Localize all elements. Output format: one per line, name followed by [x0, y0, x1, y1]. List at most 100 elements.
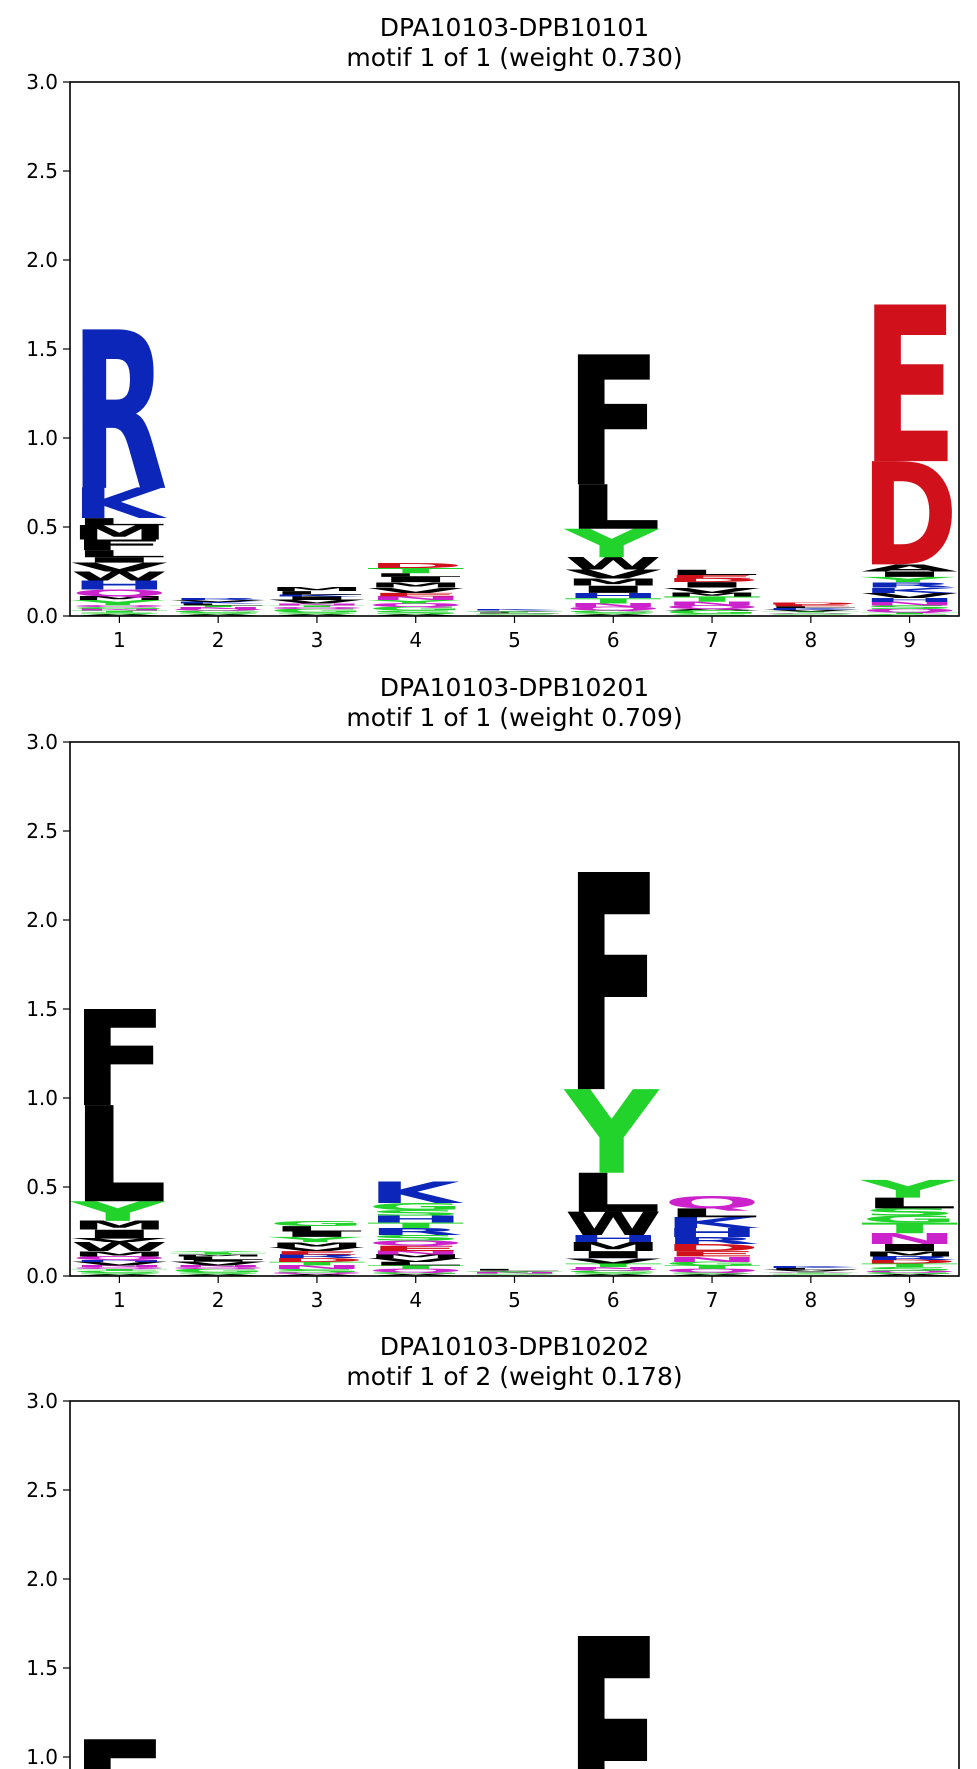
- logo-letter-g: G: [367, 606, 464, 612]
- logo-letter-g: G: [466, 1273, 563, 1274]
- logo-letter-n: N: [664, 601, 761, 607]
- y-tick-label: 1.0: [26, 426, 58, 450]
- logo-letter-l: L: [664, 568, 761, 577]
- y-tick-label: 2.5: [26, 819, 58, 843]
- logo-letter-q: Q: [565, 606, 662, 612]
- y-tick-label: 2.0: [26, 248, 58, 272]
- x-tick-label: 9: [903, 1288, 916, 1312]
- logo-letter-k: K: [762, 1266, 860, 1269]
- logo-letter-d: D: [861, 433, 958, 598]
- y-tick-label: 0.5: [26, 1175, 58, 1199]
- logo-letter-e: E: [762, 604, 859, 607]
- logo-letter-t: T: [71, 610, 168, 613]
- logo-letter-i: I: [861, 1242, 958, 1253]
- logo-letter-q: Q: [269, 1272, 366, 1275]
- logo-letter-t: T: [664, 1264, 761, 1270]
- logo-letter-r: R: [367, 1226, 464, 1237]
- x-tick-label: 4: [409, 628, 422, 652]
- logo-letter-n: N: [269, 603, 366, 606]
- logo-letter-l: L: [664, 1206, 761, 1220]
- logo-letter-f: F: [565, 1579, 662, 1769]
- logo-letter-h: H: [664, 1226, 761, 1240]
- logo-letter-m: M: [71, 596, 168, 602]
- logo-letter-s: S: [466, 614, 563, 615]
- logo-letter-w: W: [565, 1206, 662, 1243]
- chart-title: DPA10103-DPB10201: [380, 673, 649, 702]
- logo-letter-g: G: [269, 1219, 366, 1228]
- logo-letter-t: T: [367, 1221, 464, 1230]
- x-tick-label: 2: [212, 1288, 225, 1312]
- logo-letter-d: D: [269, 1257, 366, 1263]
- logo-letter-t: T: [269, 1261, 366, 1267]
- logo-letter-y: Y: [563, 1067, 660, 1200]
- logo-letter-y: Y: [366, 599, 462, 605]
- logo-letter-t: T: [170, 1252, 267, 1255]
- logo-letter-v: V: [170, 599, 267, 602]
- logo-letter-f: F: [565, 319, 662, 526]
- y-tick-label: 0.5: [26, 515, 58, 539]
- logo-letter-k: K: [367, 1176, 465, 1210]
- logo-letter-q: Q: [861, 608, 958, 614]
- logo-letter-m: M: [367, 581, 464, 589]
- logo-letter-t: T: [762, 611, 859, 612]
- x-tick-label: 6: [607, 1288, 620, 1312]
- logo-letter-q: Q: [71, 1255, 168, 1261]
- x-tick-label: 7: [706, 1288, 719, 1312]
- logo-letter-e: E: [367, 1244, 464, 1253]
- logo-letter-t: T: [565, 1263, 662, 1269]
- logo-letter-m: M: [269, 1241, 366, 1249]
- logo-letter-q: Q: [664, 1193, 761, 1213]
- chart-title: DPA10103-DPB10101: [380, 13, 649, 42]
- logo-letter-a: A: [367, 614, 464, 617]
- logo-letter-n: N: [170, 607, 267, 610]
- logo-letter-t: T: [861, 1263, 958, 1269]
- logo-letter-l: L: [170, 1255, 267, 1261]
- x-tick-label: 4: [409, 1288, 422, 1312]
- logo-letter-q: Q: [367, 1239, 464, 1248]
- logo-letter-r: R: [170, 598, 267, 601]
- logo-letter-f: F: [71, 984, 168, 1137]
- x-tick-label: 3: [311, 1288, 324, 1312]
- logo-letter-a: A: [565, 614, 662, 617]
- logo-letter-l: L: [367, 572, 464, 578]
- logo-letter-g: G: [861, 1272, 958, 1275]
- logo-letter-m: M: [269, 587, 366, 593]
- logo-letter-e: E: [269, 1250, 366, 1256]
- logo-letter-s: S: [861, 1207, 958, 1218]
- logo-letter-l: L: [861, 1195, 958, 1212]
- logo-letter-i: I: [269, 1230, 366, 1239]
- logo-letter-n: N: [861, 1231, 958, 1248]
- chart-subtitle: motif 1 of 1 (weight 0.709): [346, 703, 682, 732]
- logo-letter-i: I: [565, 1249, 662, 1260]
- logo-letter-k: K: [762, 608, 860, 611]
- logo-letter-s: S: [664, 1272, 761, 1275]
- logo-letter-n: N: [565, 603, 662, 609]
- logo-letter-t: T: [762, 1272, 859, 1273]
- chart-subtitle: motif 1 of 2 (weight 0.178): [346, 1362, 682, 1391]
- logo-letter-y: Y: [564, 522, 660, 567]
- logo-letter-l: L: [762, 606, 859, 609]
- x-tick-label: 7: [706, 628, 719, 652]
- logo-letter-g: G: [170, 610, 267, 613]
- logo-letter-t: T: [664, 595, 761, 604]
- logo-letter-v: V: [269, 1247, 367, 1253]
- logo-letter-a: A: [861, 562, 958, 573]
- logo-letter-h: H: [367, 1214, 464, 1225]
- y-tick-label: 3.0: [26, 730, 58, 754]
- logo-letter-l: L: [71, 1079, 168, 1233]
- logo-letter-g: G: [367, 1272, 464, 1275]
- logo-letter-k: K: [170, 601, 268, 604]
- logo-letter-m: M: [565, 577, 662, 588]
- logo-letter-d: D: [861, 1259, 958, 1265]
- logo-letter-e: E: [664, 574, 761, 580]
- logo-letter-e: E: [861, 262, 958, 512]
- logo-letter-s: S: [367, 610, 464, 616]
- logo-letter-n: N: [861, 601, 958, 607]
- logo-letter-m: M: [565, 1240, 662, 1254]
- logo-letter-l: L: [762, 1268, 859, 1271]
- logo-letter-w: W: [565, 554, 662, 574]
- logo-letter-t: T: [367, 1264, 464, 1270]
- logo-letter-d: D: [367, 561, 464, 570]
- logo-letter-l: L: [170, 603, 267, 606]
